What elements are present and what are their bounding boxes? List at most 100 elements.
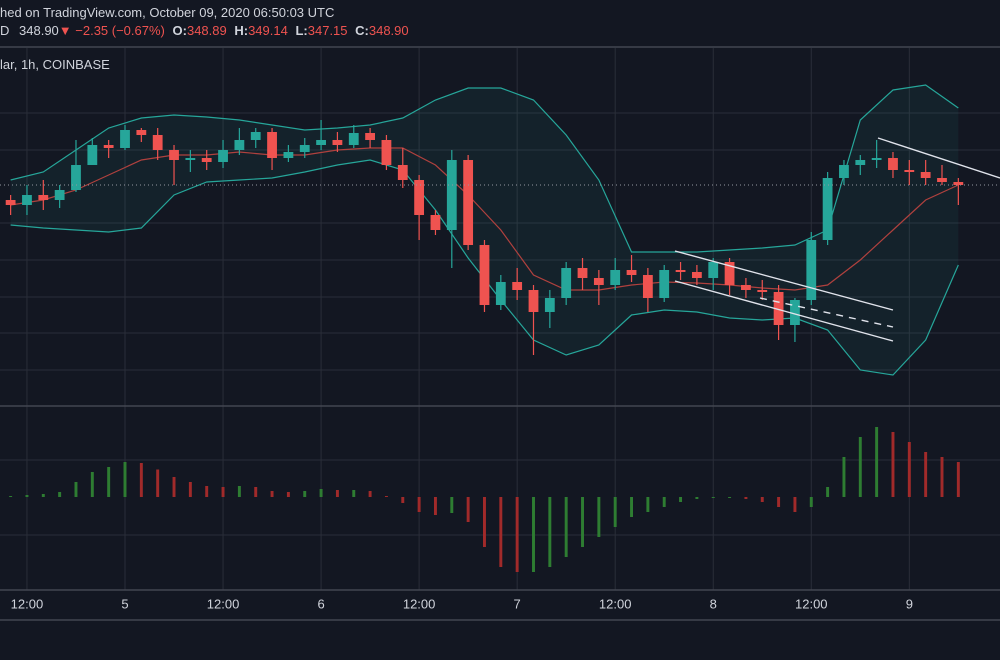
ohlc-value: 347.15 xyxy=(307,23,348,38)
histogram-bar xyxy=(842,457,846,497)
candle-body xyxy=(937,178,947,182)
channel-line xyxy=(674,250,894,311)
candle-body xyxy=(953,182,964,185)
candle-body xyxy=(136,130,147,135)
histogram-bar xyxy=(205,486,209,497)
candle-body xyxy=(659,270,670,298)
histogram-bar xyxy=(564,497,568,557)
histogram-bar xyxy=(221,487,225,497)
histogram-bar xyxy=(581,497,584,547)
histogram-bar xyxy=(532,497,535,572)
histogram-bar xyxy=(123,462,127,497)
x-tick-label: 9 xyxy=(906,596,913,611)
x-tick-label: 12:00 xyxy=(11,596,44,611)
candle-body xyxy=(495,282,506,305)
histogram-bar xyxy=(254,487,258,497)
candle-body xyxy=(299,145,310,152)
candle-body xyxy=(267,132,277,158)
channel-line xyxy=(674,280,894,342)
candle-body xyxy=(708,262,719,278)
histogram-bar xyxy=(286,492,290,497)
x-tick-label: 7 xyxy=(514,596,521,611)
histogram-bar xyxy=(956,462,960,497)
trend-line xyxy=(877,137,1000,179)
candle-body xyxy=(103,145,114,148)
histogram-bar xyxy=(41,494,45,497)
candle-body xyxy=(871,158,882,160)
interval-line: lar, 1h, COINBASE xyxy=(0,57,110,72)
histogram-bar xyxy=(597,497,601,537)
ohlc-value: 348.89 xyxy=(186,23,227,38)
candle-body xyxy=(773,292,784,325)
candle-body xyxy=(250,132,261,140)
histogram-bar xyxy=(679,497,683,502)
candle-body xyxy=(577,268,588,278)
candle-body xyxy=(920,172,931,178)
histogram-bar xyxy=(107,467,111,497)
histogram-bar xyxy=(793,497,797,512)
histogram-bar xyxy=(417,497,421,512)
candle-body xyxy=(642,275,653,298)
ohlc-value: 348.90 xyxy=(368,23,409,38)
histogram-bar xyxy=(335,490,339,497)
candle-body xyxy=(430,215,441,230)
histogram-bar xyxy=(548,497,552,567)
candle-body xyxy=(593,278,604,285)
candle-body xyxy=(626,270,637,275)
candle-body xyxy=(234,140,245,150)
histogram-bar xyxy=(156,469,160,497)
candle-body xyxy=(544,298,555,312)
candle-body xyxy=(283,152,294,158)
histogram-bar xyxy=(270,491,274,497)
histogram-bar xyxy=(924,452,928,497)
histogram-bar xyxy=(25,495,29,497)
x-tick-label: 12:00 xyxy=(207,596,240,611)
candle-body xyxy=(414,180,425,215)
candle-body xyxy=(757,290,768,292)
ohlc-label: O: xyxy=(172,23,187,38)
histogram-bar xyxy=(515,497,519,572)
candle-body xyxy=(71,165,81,190)
x-tick-label: 12:00 xyxy=(795,596,828,611)
candle-body xyxy=(348,133,359,145)
candle-body xyxy=(365,133,375,140)
candle-body xyxy=(169,150,179,160)
candle-body xyxy=(218,150,228,162)
candle-body xyxy=(561,268,572,298)
ohlc-value: 349.14 xyxy=(248,23,288,38)
histogram-bar xyxy=(875,427,879,497)
histogram-pane xyxy=(9,427,960,572)
x-tick-label: 6 xyxy=(317,596,324,611)
histogram-bar xyxy=(384,496,388,497)
histogram-bar xyxy=(450,497,454,513)
ohlc-label: H: xyxy=(234,23,249,38)
candle-body xyxy=(610,270,621,285)
candle-body xyxy=(316,140,326,145)
candle-body xyxy=(806,240,817,300)
histogram-bar xyxy=(483,497,486,547)
histogram-bar xyxy=(760,497,764,502)
ohlc-label: C: xyxy=(355,23,369,38)
x-tick-label: 5 xyxy=(121,596,128,611)
histogram-bar xyxy=(744,497,748,499)
histogram-bar xyxy=(433,497,437,515)
candle-body xyxy=(22,195,32,205)
candle-body xyxy=(381,140,392,165)
candle-body xyxy=(904,170,915,172)
candle-body xyxy=(463,160,474,245)
histogram-bar xyxy=(74,482,78,497)
candle-body xyxy=(512,282,523,290)
ohlc-label: L: xyxy=(295,23,308,38)
candle-body xyxy=(479,245,490,305)
band-fill xyxy=(10,85,959,375)
price-change: ▼ −2.35 (−0.67%) xyxy=(58,23,165,38)
candle-body xyxy=(87,145,98,165)
histogram-bar xyxy=(352,490,356,497)
histogram-bar xyxy=(499,497,503,567)
x-tick-label: 12:00 xyxy=(403,596,436,611)
candle-body xyxy=(888,158,898,170)
histogram-bar xyxy=(630,497,634,517)
